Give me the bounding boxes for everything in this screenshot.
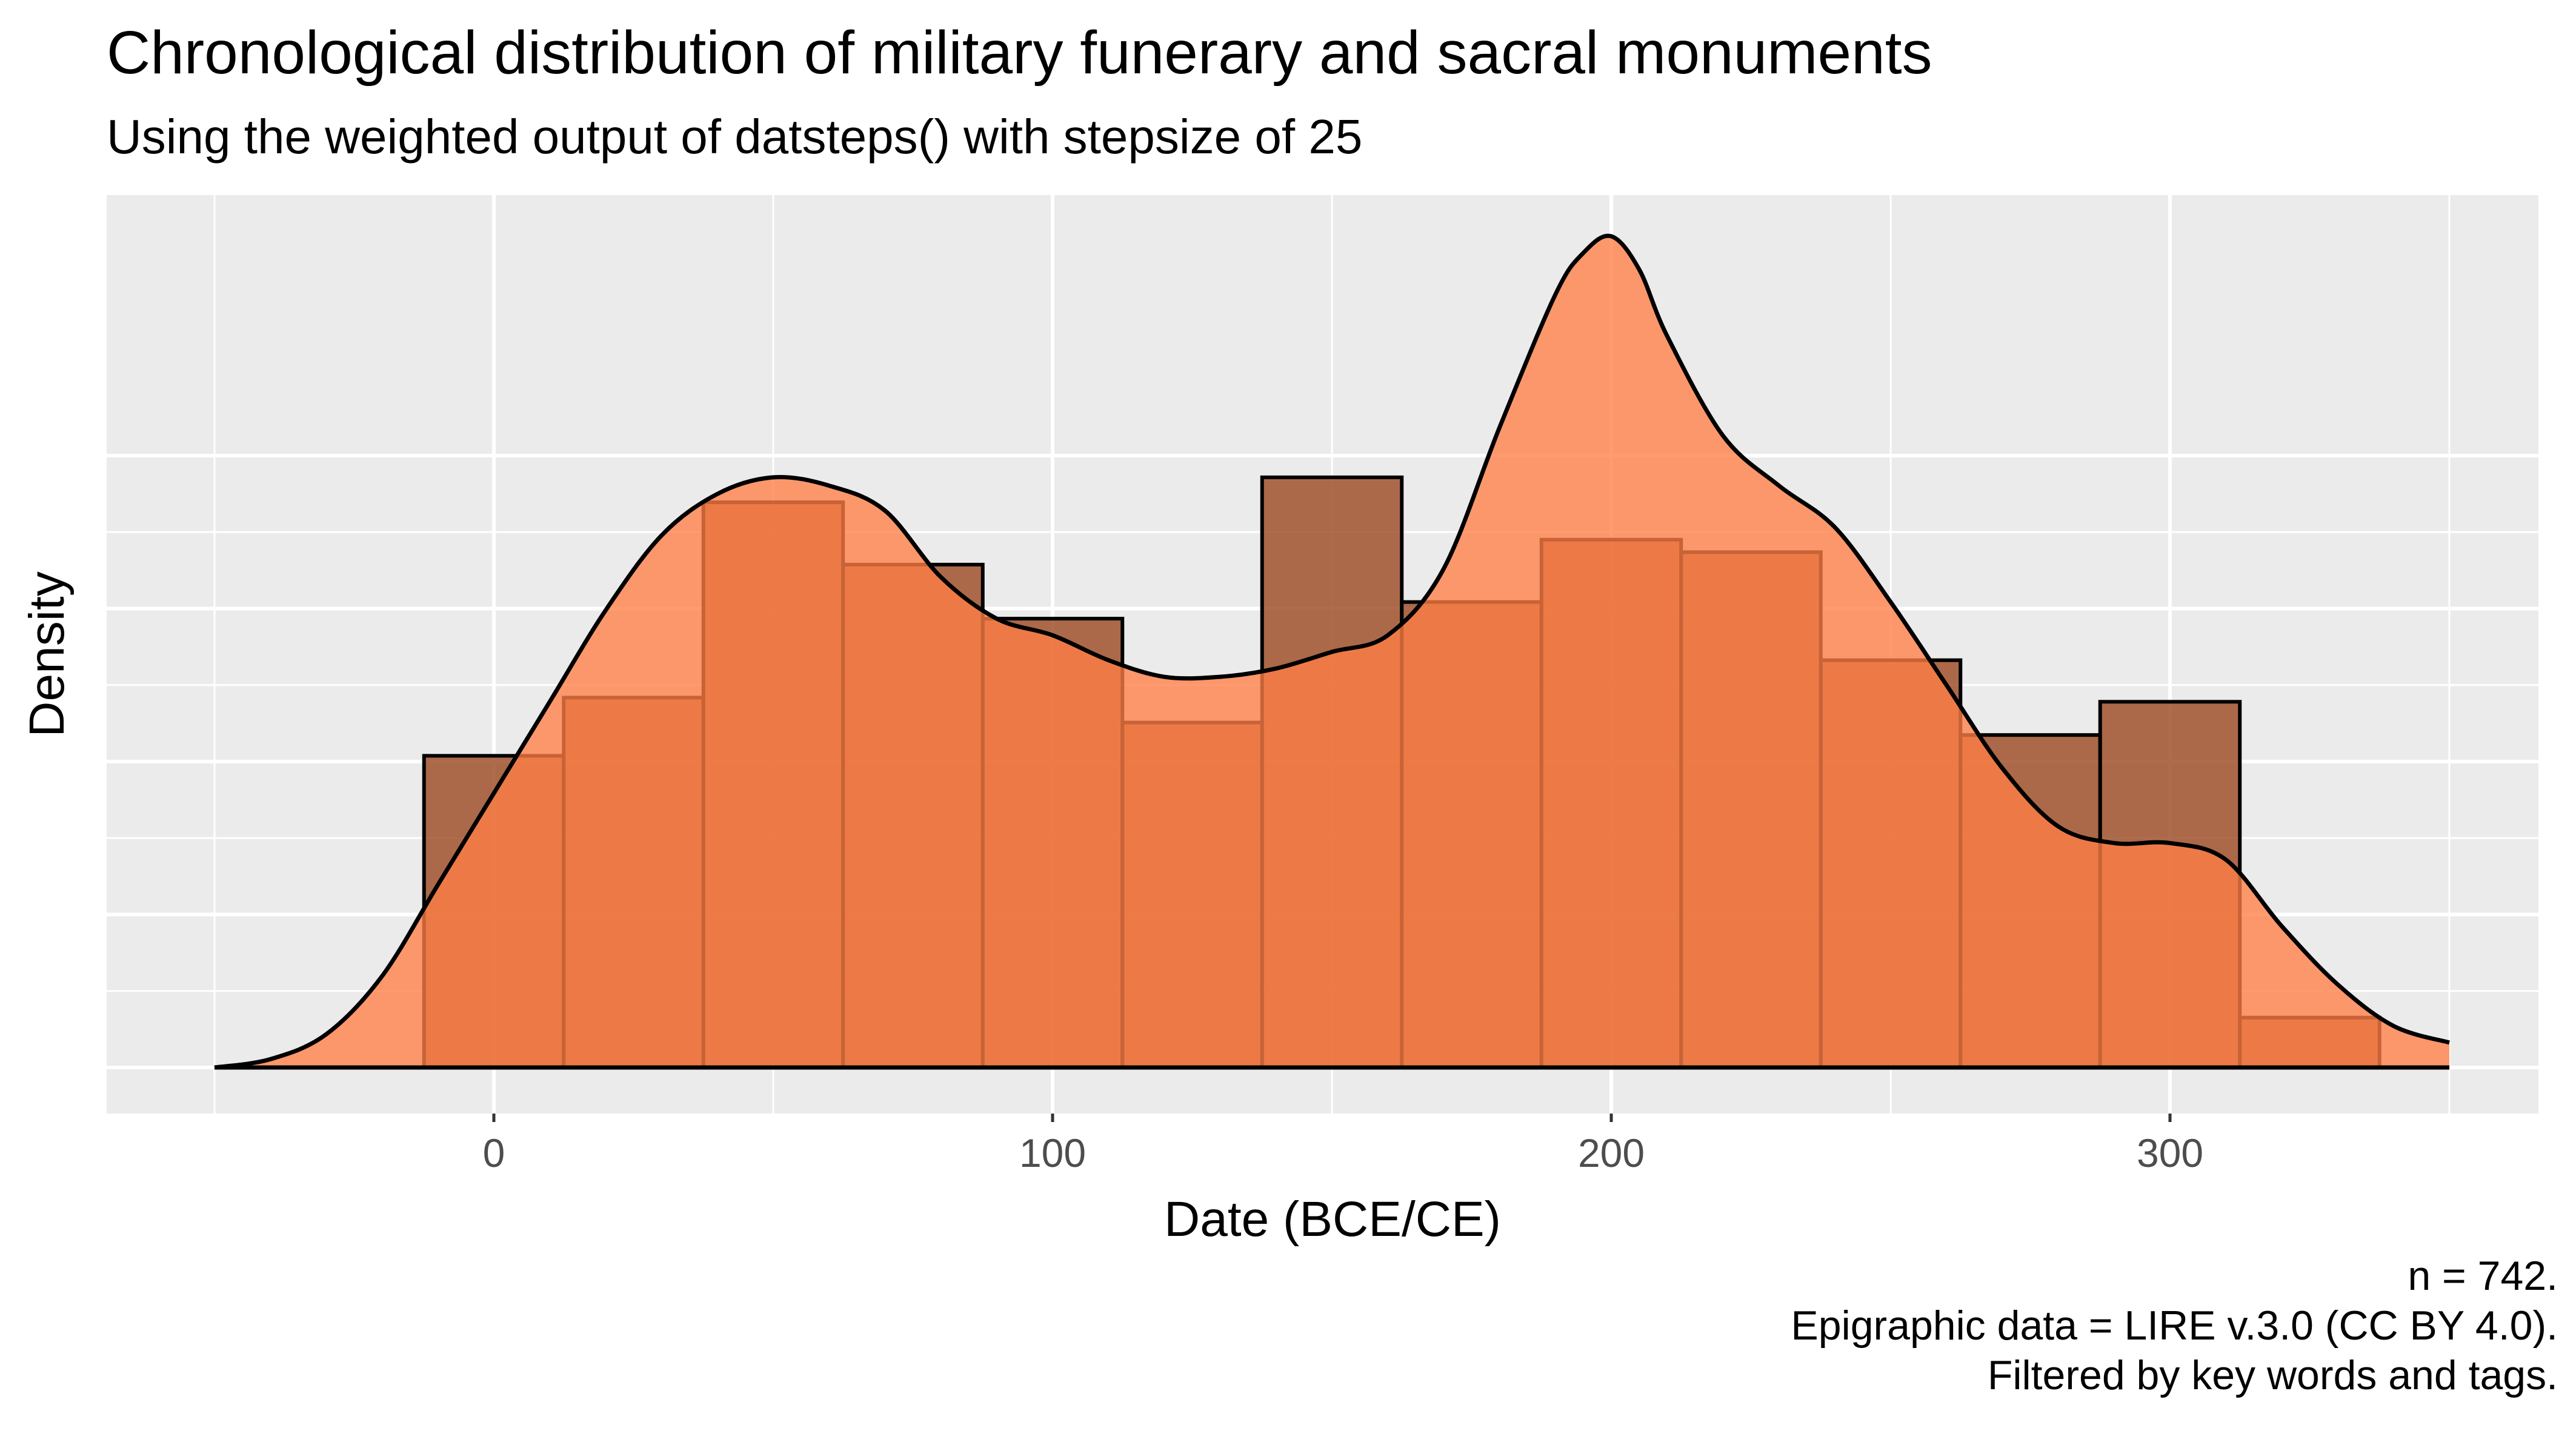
chart-caption: n = 742. Epigraphic data = LIRE v.3.0 (C… xyxy=(1791,1251,2558,1400)
x-tick-label: 0 xyxy=(483,1131,505,1175)
chart-subtitle: Using the weighted output of datsteps() … xyxy=(107,110,1363,164)
density-line xyxy=(214,233,2450,1070)
caption-data-source: Epigraphic data = LIRE v.3.0 (CC BY 4.0)… xyxy=(1791,1303,2558,1349)
caption-sample-size: n = 742. xyxy=(2408,1253,2558,1299)
x-tick-label: 200 xyxy=(1578,1131,1645,1175)
x-axis-ticks: 0 100 200 300 xyxy=(483,1114,2203,1175)
caption-filter-note: Filtered by key words and tags. xyxy=(1987,1352,2558,1398)
density-area xyxy=(215,236,2449,1067)
density-curve xyxy=(214,233,2450,1070)
x-tick-label: 100 xyxy=(1019,1131,1086,1175)
x-axis-label: Date (BCE/CE) xyxy=(1164,1192,1501,1247)
chart-title: Chronological distribution of military f… xyxy=(107,19,1932,87)
y-axis-label: Density xyxy=(19,571,75,737)
x-tick-label: 300 xyxy=(2137,1131,2203,1175)
